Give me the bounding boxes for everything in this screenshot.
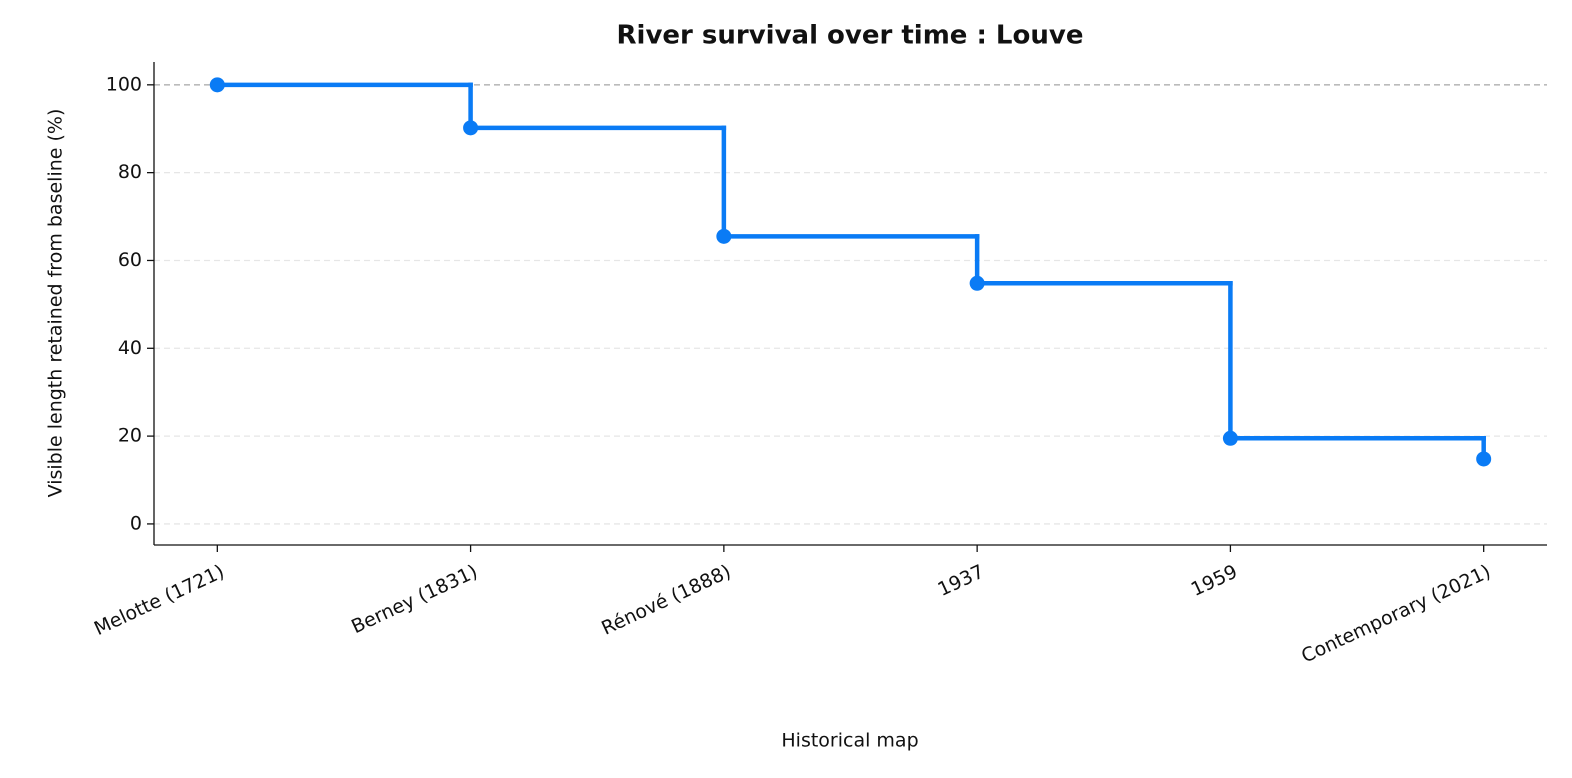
point [969,275,985,291]
x-axis-label: Historical map [781,730,918,752]
x-tick-label: Contemporary (2021) [1298,561,1494,668]
point [716,228,732,244]
y-tick-label: 0 [130,512,142,534]
y-axis-label: Visible length retained from baseline (%… [45,109,67,498]
y-tick-label: 20 [118,425,142,447]
point [463,120,479,136]
x-tick-label: Melotte (1721) [91,561,228,640]
x-tick-label: 1959 [1188,561,1241,601]
point [1476,451,1492,467]
point [1222,430,1238,446]
y-tick-label: 80 [118,161,142,183]
x-tick-label: Berney (1831) [348,561,481,639]
y-tick-label: 100 [106,73,142,95]
y-tick-label: 40 [118,337,142,359]
chart-title: River survival over time : Louve [617,21,1084,51]
point [209,77,225,93]
y-tick-label: 60 [118,249,142,271]
x-tick-label: 1937 [934,561,987,601]
x-tick-label: Rénové (1888) [598,561,734,640]
